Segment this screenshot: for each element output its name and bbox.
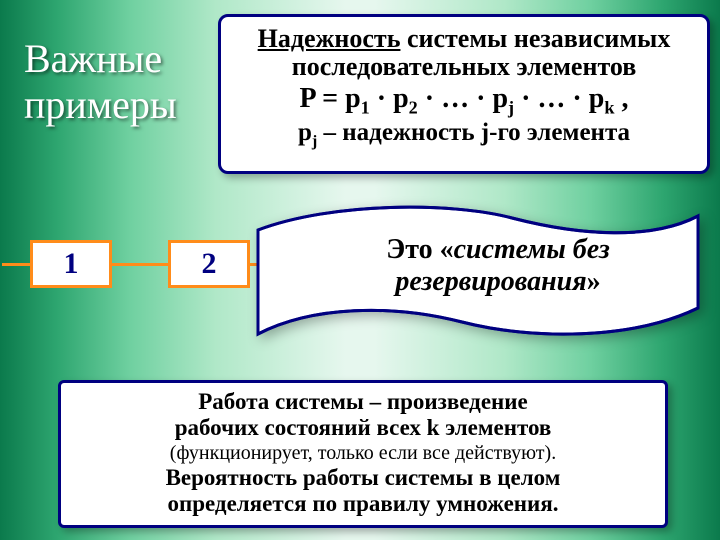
title-line2: примеры [24,82,177,128]
formula-header: Надежность системы независимых последова… [235,25,693,81]
formula-equation: P = p1 · p2 · … · pj · … · pk , [235,83,693,119]
formula-header-underlined: Надежность [258,24,401,53]
bottom-line3a: Вероятность работы системы в целом [73,465,653,491]
formula-header-rest1: системы независимых [400,24,670,53]
bottom-box: Работа системы – произведение рабочих со… [58,380,668,528]
formula-header-line2: последовательных элементов [292,52,637,81]
chain-wire [2,263,30,266]
formula-box: Надежность системы независимых последова… [218,14,710,174]
chain-node-1: 1 [30,240,112,288]
wave-callout: Это «системы без резервирования» [252,196,704,346]
chain-node-2: 2 [168,240,250,288]
bottom-line2: (функционирует, только если все действую… [73,442,653,464]
title-left: Важные примеры [24,36,177,128]
bottom-line1a: Работа системы – произведение [73,389,653,415]
bottom-line3b: определяется по правилу умножения. [73,491,653,517]
formula-note: pj – надежность j-го элемента [235,119,693,151]
chain-wire [112,263,168,266]
wave-text: Это «системы без резервирования» [302,234,694,298]
bottom-line1b: рабочих состояний всех k элементов [73,415,653,441]
title-line1: Важные [24,36,177,82]
